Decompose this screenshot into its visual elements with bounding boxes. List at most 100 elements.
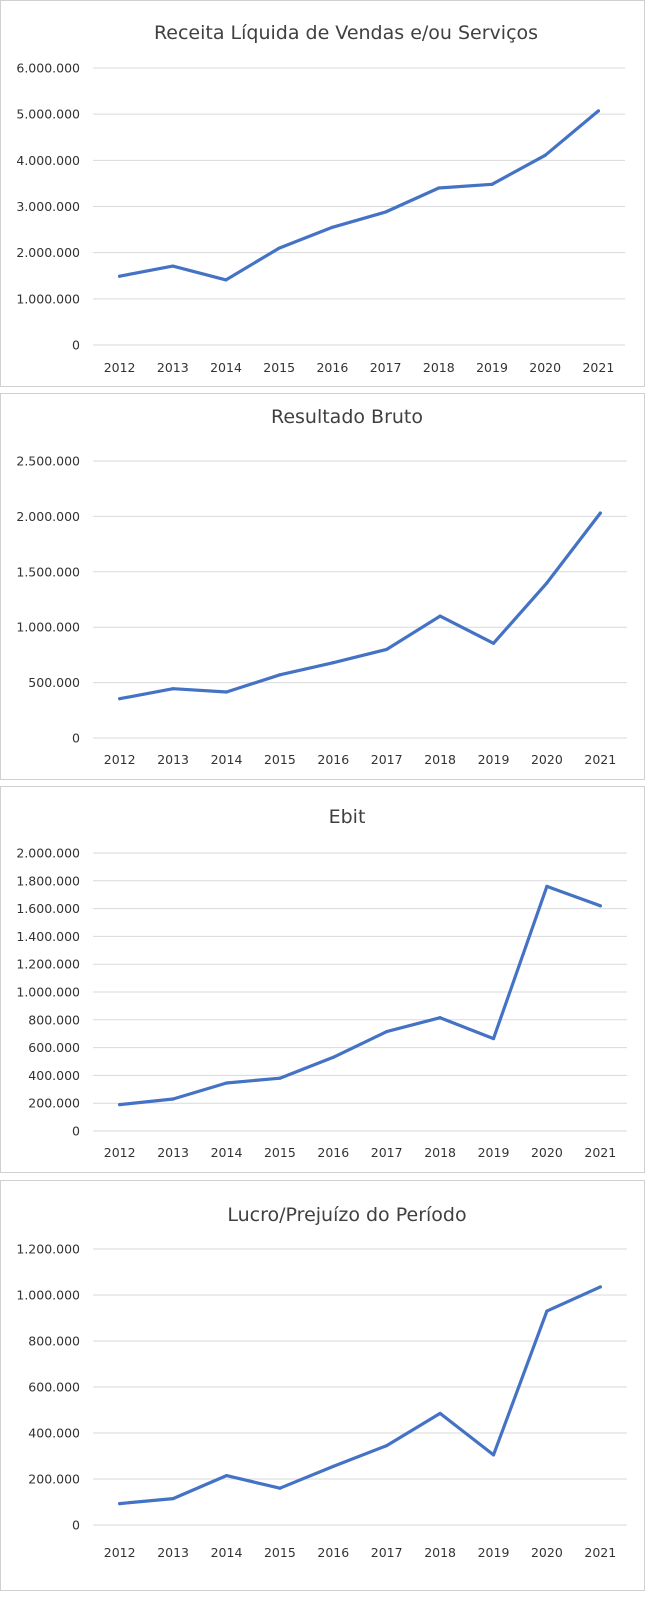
chart-panel-ebit: Ebit 0 200.000 400.000 600.000 800.000 1.000.0… <box>0 786 645 1173</box>
y-tick-label-lucro: 600.000 <box>28 1380 80 1395</box>
data-point-receita-2013 <box>171 264 175 268</box>
data-point-lucro-2017 <box>385 1444 389 1448</box>
x-tick-label-lucro: 2012 <box>104 1545 136 1560</box>
data-point-resultado-bruto-2014 <box>224 690 229 694</box>
data-point-resultado-bruto-2018 <box>438 614 442 618</box>
x-tick-label-lucro: 2014 <box>211 1545 243 1560</box>
x-tick-label-ebit: 2013 <box>157 1145 189 1160</box>
data-point-lucro-2020 <box>545 1309 549 1313</box>
y-tick-label-receita: 3.000.000 <box>16 199 80 214</box>
x-tick-label-ebit: 2014 <box>211 1145 243 1160</box>
data-point-ebit-2016 <box>331 1055 335 1059</box>
y-tick-label-resultado-bruto: 1.500.000 <box>16 564 80 579</box>
x-tick-label-resultado-bruto: 2017 <box>371 752 403 767</box>
x-tick-label-resultado-bruto: 2021 <box>584 752 616 767</box>
y-tick-label-ebit: 600.000 <box>28 1040 80 1055</box>
y-tick-label-ebit: 1.400.000 <box>16 929 80 944</box>
data-point-lucro-2015 <box>278 1486 282 1490</box>
data-point-receita-2019 <box>490 182 494 186</box>
data-point-resultado-bruto-2020 <box>545 581 549 585</box>
y-tick-label-receita: 1.000.000 <box>16 291 80 306</box>
x-tick-label-receita: 2013 <box>157 360 189 375</box>
y-tick-label-lucro: 400.000 <box>28 1426 80 1441</box>
x-tick-label-lucro: 2021 <box>584 1545 616 1560</box>
x-tick-label-ebit: 2016 <box>317 1145 349 1160</box>
series-line-receita <box>117 109 601 282</box>
x-tick-label-lucro: 2020 <box>531 1545 563 1560</box>
y-tick-label-receita: 6.000.000 <box>16 61 80 76</box>
x-tick-label-receita: 2016 <box>316 360 348 375</box>
x-tick-label-ebit: 2021 <box>584 1145 616 1160</box>
y-tick-label-ebit: 400.000 <box>28 1068 80 1083</box>
data-point-ebit-2014 <box>224 1081 229 1085</box>
chart-ebit: Ebit 0 200.000 400.000 600.000 800.000 1.000.0… <box>16 806 627 1160</box>
data-point-lucro-2014 <box>224 1473 229 1478</box>
x-tick-label-resultado-bruto: 2012 <box>104 752 136 767</box>
y-tick-label-receita: 4.000.000 <box>16 153 80 168</box>
chart-receita: Receita Líquida de Vendas e/ou Serviços 0… <box>16 22 625 375</box>
series-line-ebit <box>118 884 602 1107</box>
data-point-receita-2016 <box>330 225 334 229</box>
data-point-ebit-2021 <box>598 904 602 908</box>
data-point-lucro-2021 <box>598 1285 602 1289</box>
x-tick-label-lucro: 2015 <box>264 1545 296 1560</box>
x-tick-label-lucro: 2018 <box>424 1545 456 1560</box>
x-tick-label-receita: 2021 <box>582 360 614 375</box>
y-tick-label-ebit: 800.000 <box>28 1012 80 1027</box>
data-point-resultado-bruto-2013 <box>171 687 175 691</box>
y-tick-label-ebit: 0 <box>72 1124 80 1139</box>
chart-panel-lucro: Lucro/Prejuízo do Período 0 200.000 400.000… <box>0 1180 645 1591</box>
x-tick-label-resultado-bruto: 2013 <box>157 752 189 767</box>
x-tick-label-resultado-bruto: 2015 <box>264 752 296 767</box>
x-tick-label-resultado-bruto: 2018 <box>424 752 456 767</box>
y-tick-label-lucro: 1.200.000 <box>16 1242 80 1257</box>
x-tick-label-ebit: 2018 <box>424 1145 456 1160</box>
y-tick-label-receita: 5.000.000 <box>16 107 80 122</box>
data-point-receita-2012 <box>118 274 122 278</box>
x-tick-label-receita: 2020 <box>529 360 561 375</box>
chart-title-receita: Receita Líquida de Vendas e/ou Serviços <box>154 22 538 44</box>
chart-title-resultado-bruto: Resultado Bruto <box>271 406 423 428</box>
data-point-receita-2018 <box>437 186 441 190</box>
chart-panel-resultado-bruto: Resultado Bruto 0 500.000 1.000.000 1.500.00… <box>0 393 645 780</box>
data-point-resultado-bruto-2016 <box>331 661 335 665</box>
x-tick-label-ebit: 2012 <box>104 1145 136 1160</box>
x-tick-label-receita: 2018 <box>423 360 455 375</box>
y-tick-label-lucro: 0 <box>72 1518 80 1533</box>
data-point-ebit-2019 <box>491 1036 496 1041</box>
x-tick-label-lucro: 2019 <box>478 1545 510 1560</box>
y-tick-label-ebit: 1.200.000 <box>16 957 80 972</box>
y-tick-label-ebit: 200.000 <box>28 1096 80 1111</box>
chart-title-lucro: Lucro/Prejuízo do Período <box>227 1204 466 1226</box>
y-tick-label-lucro: 1.000.000 <box>16 1288 80 1303</box>
x-tick-label-receita: 2014 <box>210 360 242 375</box>
y-tick-label-ebit: 1.600.000 <box>16 901 80 916</box>
y-tick-label-resultado-bruto: 2.500.000 <box>16 454 80 469</box>
series-line-lucro <box>118 1285 602 1506</box>
data-point-lucro-2018 <box>438 1411 442 1416</box>
data-point-receita-2014 <box>224 278 228 282</box>
x-tick-label-receita: 2012 <box>104 360 136 375</box>
data-point-resultado-bruto-2017 <box>385 647 389 651</box>
data-point-ebit-2020 <box>545 884 549 888</box>
data-point-resultado-bruto-2019 <box>491 641 496 645</box>
data-point-ebit-2015 <box>278 1076 282 1080</box>
x-tick-label-ebit: 2017 <box>371 1145 403 1160</box>
chart-title-ebit: Ebit <box>329 806 366 828</box>
x-tick-label-resultado-bruto: 2020 <box>531 752 563 767</box>
chart-panel-receita: Receita Líquida de Vendas e/ou Serviços 0… <box>0 0 645 387</box>
series-line-resultado-bruto <box>118 511 602 701</box>
y-tick-label-ebit: 1.800.000 <box>16 873 80 888</box>
chart-lucro: Lucro/Prejuízo do Período 0 200.000 400.000… <box>16 1204 627 1560</box>
x-tick-label-ebit: 2019 <box>478 1145 510 1160</box>
x-tick-label-lucro: 2017 <box>371 1545 403 1560</box>
data-point-receita-2017 <box>384 210 388 214</box>
data-point-ebit-2013 <box>171 1097 175 1101</box>
y-tick-label-lucro: 200.000 <box>28 1472 80 1487</box>
y-tick-label-resultado-bruto: 500.000 <box>28 675 80 690</box>
data-point-receita-2020 <box>543 153 547 157</box>
data-point-ebit-2018 <box>438 1016 442 1020</box>
x-tick-label-receita: 2017 <box>370 360 402 375</box>
data-point-ebit-2017 <box>385 1030 389 1034</box>
data-point-lucro-2012 <box>118 1502 122 1506</box>
